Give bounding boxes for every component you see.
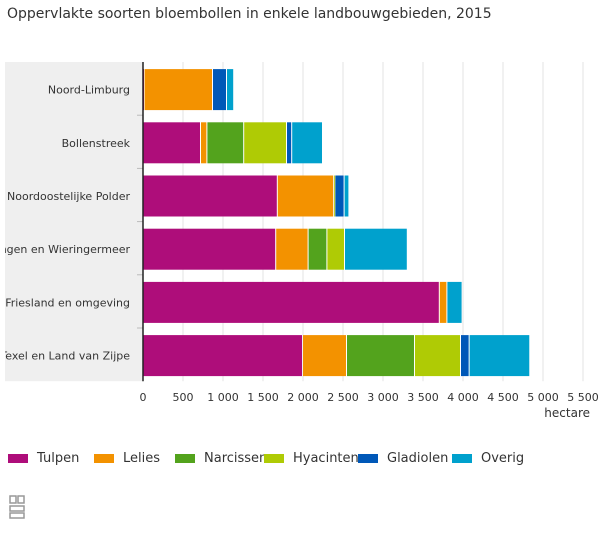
bar-segment-tulpen [143, 175, 277, 217]
x-tick-label: 3 500 [407, 391, 439, 404]
x-tick-label: 1 000 [207, 391, 239, 404]
bar-segment-tulpen [143, 122, 200, 164]
legend-item-narcissen[interactable]: Narcissen [175, 451, 267, 466]
bar-segment-overig [447, 281, 462, 323]
legend-swatch [264, 454, 284, 463]
cbs-logo-icon [9, 495, 25, 519]
x-tick-label: 2 000 [287, 391, 319, 404]
bar-segment-lelies [439, 281, 447, 323]
x-tick-label: 5 000 [527, 391, 559, 404]
category-label: Noordoostelijke Polder [7, 190, 130, 203]
bar-segment-narcissen [347, 335, 414, 377]
bar-segment-overig [227, 69, 234, 111]
legend-item-tulpen[interactable]: Tulpen [8, 451, 79, 466]
x-tick-label: 4 500 [487, 391, 519, 404]
legend-label: Gladiolen [387, 451, 449, 466]
legend-swatch [175, 454, 195, 463]
bar-segment-tulpen [143, 335, 302, 377]
bar-segment-hyacinten [244, 122, 286, 164]
x-tick-label: 0 [140, 391, 147, 404]
x-tick-label: 5 500 [567, 391, 599, 404]
bar-segment-gladiolen [287, 122, 292, 164]
category-label: ingen en Wieringermeer [0, 243, 130, 256]
bar-segment-gladiolen [213, 69, 226, 111]
bar-segment-hyacinten [334, 175, 336, 217]
legend-item-overig[interactable]: Overig [452, 451, 524, 466]
bar-segment-hyacinten [415, 335, 460, 377]
bar-segment-narcissen [308, 228, 327, 270]
bar-segment-overig [344, 175, 349, 217]
legend-swatch [452, 454, 472, 463]
category-label: Texel en Land van Zijpe [0, 350, 130, 363]
legend-item-lelies[interactable]: Lelies [94, 451, 160, 466]
x-tick-label: 1 500 [247, 391, 279, 404]
x-tick-label: 500 [173, 391, 194, 404]
bar-segment-gladiolen [335, 175, 344, 217]
category-label-area [5, 62, 143, 382]
bar-segment-lelies [144, 69, 212, 111]
bar-segment-tulpen [143, 228, 276, 270]
bar-segment-lelies [276, 228, 308, 270]
legend-label: Tulpen [37, 451, 80, 466]
category-label: t-Friesland en omgeving [0, 296, 130, 309]
x-tick-label: 2 500 [327, 391, 359, 404]
legend-label: Lelies [123, 451, 161, 466]
x-axis-label: hectare [544, 406, 590, 420]
bar-segment-tulpen [143, 281, 439, 323]
legend-label: Overig [481, 451, 525, 466]
bar-segment-lelies [303, 335, 346, 377]
legend-swatch [358, 454, 378, 463]
bar-segment-narcissen [207, 122, 244, 164]
legend-label: Narcissen [204, 451, 268, 466]
legend-item-gladiolen[interactable]: Gladiolen [358, 451, 448, 466]
x-tick-label: 4 000 [447, 391, 479, 404]
bar-segment-lelies [277, 175, 334, 217]
bar-segment-overig [292, 122, 322, 164]
legend-label: Hyacinten [293, 451, 359, 466]
bar-segment-overig [469, 335, 530, 377]
bar-segment-overig [345, 228, 407, 270]
bar-segment-hyacinten [327, 228, 344, 270]
x-tick-label: 3 000 [367, 391, 399, 404]
bar-segment-lelies [201, 122, 207, 164]
category-label: Noord-Limburg [48, 84, 130, 97]
legend-swatch [8, 454, 28, 463]
legend-item-hyacinten[interactable]: Hyacinten [264, 451, 359, 466]
chart-title: Oppervlakte soorten bloembollen in enkel… [7, 6, 492, 22]
category-label: Bollenstreek [62, 137, 131, 150]
legend-swatch [94, 454, 114, 463]
bar-segment-gladiolen [461, 335, 469, 377]
